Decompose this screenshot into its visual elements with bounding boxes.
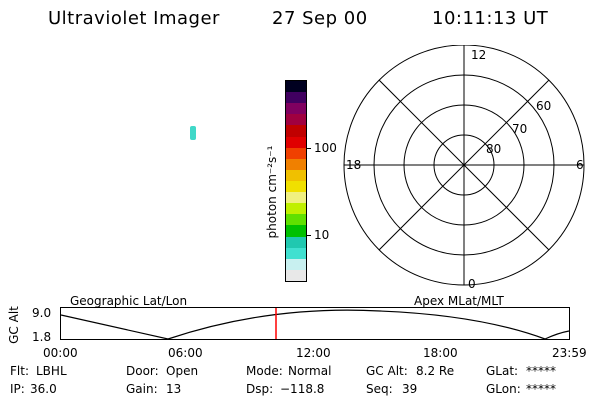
polar-lat-80: 80 [486,142,501,156]
colorbar-band [286,136,306,148]
polar-label-0: 0 [468,277,476,290]
polar-lat-60: 60 [536,99,551,113]
colorbar-band [286,236,306,248]
polar-label-12: 12 [471,48,486,62]
colorbar-band [286,114,306,126]
colorbar-band [286,81,306,93]
timeline-altitude-curve [60,309,570,340]
colorbar-tick-100 [306,148,311,149]
uv-image [60,40,270,280]
glon-value: ***** [526,382,556,396]
gcalt-value: 8.2 Re [416,364,455,378]
colorbar-band [286,214,306,226]
colorbar-band [286,258,306,270]
timeline-tick-0000: 00:00 [43,346,78,360]
colorbar-band [286,181,306,193]
colorbar-label-10: 10 [314,228,330,242]
image-emission-spot [190,126,196,140]
colorbar-band [286,103,306,115]
polar-lat-70: 70 [512,122,527,136]
timeline-left-label: Geographic Lat/Lon [70,294,188,308]
flt-label: Flt: [10,364,29,378]
colorbar-band [286,203,306,215]
date-label: 27 Sep 00 [272,8,368,29]
door-value: Open [166,364,199,378]
time-label: 10:11:13 UT [432,8,549,29]
timeline-tick-1800: 18:00 [423,346,458,360]
gain-value: 13 [166,382,182,396]
polar-label-6: 6 [576,158,584,172]
mode-label: Mode: [246,364,283,378]
glat-label: GLat: [486,364,519,378]
colorbar [285,80,307,282]
colorbar-band [286,225,306,237]
dsp-label: Dsp: [246,382,274,396]
colorbar-gradient [286,81,306,281]
instrument-title: Ultraviolet Imager [48,8,220,29]
colorbar-band [286,92,306,104]
ip-label: IP: [10,382,25,396]
colorbar-band [286,125,306,137]
colorbar-unit-label: photon cm⁻²s⁻¹ [265,145,279,239]
colorbar-band [286,147,306,159]
timeline-axis-label: GC Alt [7,306,21,344]
mode-value: Normal [288,364,332,378]
colorbar-band [286,192,306,204]
timeline-right-label: Apex MLat/MLT [414,294,504,308]
colorbar-band [286,158,306,170]
timeline-tick-1200: 12:00 [296,346,331,360]
timeline-y-bottom: 1.8 [32,330,52,344]
dsp-value: −118.8 [280,382,325,396]
polar-grid: 12 18 6 0 60 70 80 [343,45,585,290]
colorbar-band [286,169,306,182]
polar-line-diagonal-b [378,79,550,251]
polar-label-18: 18 [346,158,361,172]
seq-value: 39 [402,382,418,396]
gain-label: Gain: [126,382,158,396]
door-label: Door: [126,364,159,378]
colorbar-band [286,247,306,259]
timeline-y-top: 9.0 [32,306,52,320]
colorbar-tick-10 [306,235,311,236]
ip-value: 36.0 [30,382,57,396]
flt-value: LBHL [36,364,67,378]
gcalt-label: GC Alt: [366,364,408,378]
timeline-frame [60,307,570,340]
timeline-tick-2359: 23:59 [552,346,587,360]
colorbar-band [286,269,306,281]
glat-value: ***** [526,364,556,378]
colorbar-label-100: 100 [314,141,337,155]
timeline-plot [60,307,570,340]
timeline-tick-0600: 06:00 [168,346,203,360]
glon-label: GLon: [486,382,521,396]
seq-label: Seq: [366,382,393,396]
